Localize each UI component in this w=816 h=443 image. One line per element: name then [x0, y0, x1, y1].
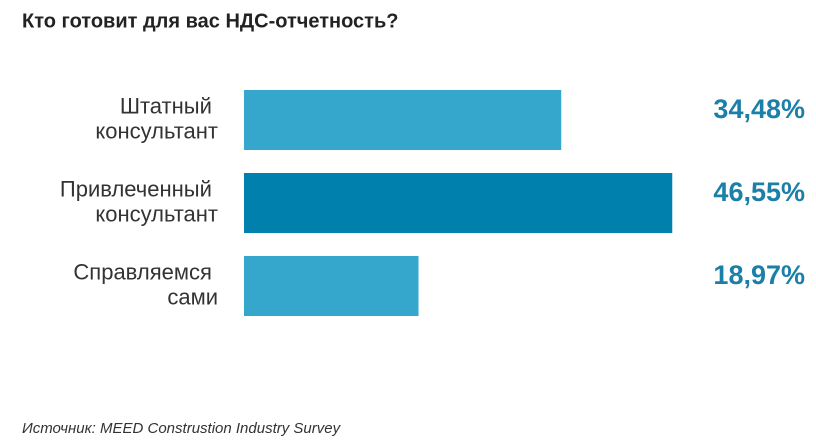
chart-title: Кто готовит для вас НДС-отчетность? [22, 10, 398, 32]
source-note: Источник: MEED Construstion Industry Sur… [22, 420, 342, 437]
bar [244, 256, 419, 316]
category-label: Привлеченный консультант [60, 176, 218, 226]
value-label: 34,48% [713, 94, 805, 124]
value-label: 46,55% [713, 177, 805, 207]
bar [244, 90, 562, 150]
category-label: Штатный консультант [95, 93, 218, 143]
value-label: 18,97% [713, 260, 805, 290]
category-label: Справляемся сами [73, 259, 218, 309]
bar [244, 173, 673, 233]
